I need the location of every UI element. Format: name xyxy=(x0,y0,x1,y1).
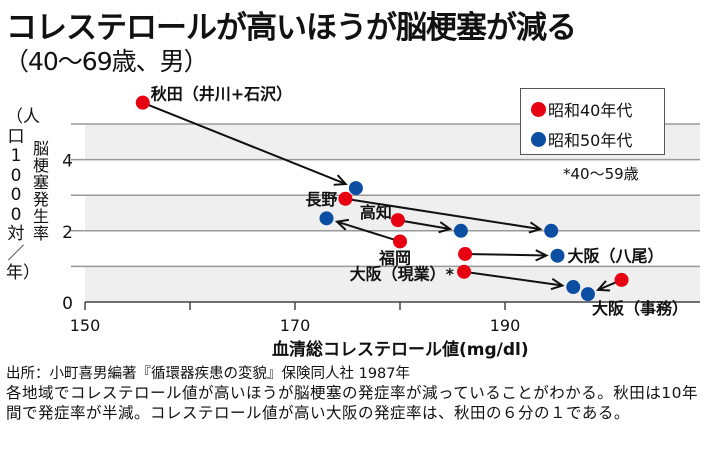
arrow-head-icon xyxy=(595,280,611,292)
arrow-line xyxy=(397,219,451,230)
arrow-head-icon xyxy=(438,221,453,234)
point-label: 高知 xyxy=(360,203,392,222)
legend-item-s40: 昭和40年代 xyxy=(531,97,632,121)
point-label: 大阪（事務） xyxy=(592,299,688,318)
data-point-s50 xyxy=(580,287,595,302)
point-label: 福岡 xyxy=(378,248,411,267)
x-axis-label-text: 血清総コレステロール値(mg/dl) xyxy=(272,340,529,360)
arrows xyxy=(142,101,622,292)
point-label: 大阪（現業）* xyxy=(350,265,455,284)
legend-blue-dot-icon xyxy=(531,131,546,147)
arrow-line xyxy=(345,197,541,231)
axes: 150 170 190 0 2 4 xyxy=(62,152,700,335)
data-point-s50 xyxy=(566,280,581,295)
arrow-head-icon xyxy=(550,278,565,291)
chart-subtitle: （40〜69歳、男） xyxy=(4,47,209,76)
arrow-head-icon xyxy=(528,221,543,234)
chart-title: コレステロールが高いほうが脳梗塞が減る xyxy=(6,10,577,46)
point-label: 秋田（井川+石沢） xyxy=(151,85,292,104)
age-annotation: *40〜59歳 xyxy=(563,165,639,183)
data-point-s50 xyxy=(544,223,559,238)
data-point-s40 xyxy=(390,213,405,228)
legend-label: 昭和50年代 xyxy=(548,131,633,150)
arrow-head-icon xyxy=(333,174,348,186)
x-tick-label: 170 xyxy=(280,316,311,335)
data-point-s40 xyxy=(457,264,472,279)
data-point-s40 xyxy=(338,191,353,206)
y-axis-label: 脳梗塞発生率 xyxy=(32,139,49,243)
y-tick-label: 0 xyxy=(62,294,73,314)
point-label: 長野 xyxy=(305,190,337,209)
data-point-s50 xyxy=(348,181,363,196)
point-label: 大阪（八尾） xyxy=(568,247,664,266)
legend-label: 昭和40年代 xyxy=(548,101,633,120)
x-axis-label: 血清総コレステロール値(mg/dl) xyxy=(272,335,529,360)
grid-band xyxy=(85,266,700,302)
y-tick-label: 4 xyxy=(62,152,73,172)
arrow-line xyxy=(463,270,563,287)
arrow-line xyxy=(465,252,547,257)
data-point-s50 xyxy=(319,211,334,226)
arrow-line xyxy=(142,101,347,185)
data-point-s50 xyxy=(550,248,565,263)
gridlines xyxy=(71,123,700,268)
source-note: 出所：小町喜男編著『循環器疾患の変貌』保険同人社 1987年 xyxy=(6,366,411,382)
y-axis-unit-label: （人口1000対／年） xyxy=(6,107,40,283)
arrow-head-icon xyxy=(334,218,350,231)
legend-item-s50: 昭和50年代 xyxy=(531,127,632,151)
grid-band xyxy=(85,195,700,231)
data-point-s40 xyxy=(393,234,407,249)
arrow-line xyxy=(336,220,401,243)
data-point-s40 xyxy=(135,95,150,110)
data-point-s50 xyxy=(453,223,468,238)
y-tick-label: 2 xyxy=(62,223,73,243)
legend-red-dot-icon xyxy=(531,101,546,117)
legend: 昭和40年代 昭和50年代 xyxy=(520,88,665,155)
x-tick-label: 190 xyxy=(490,316,521,335)
description: 各地域でコレステロール値が高いほうが脳梗塞の発症率が減っていることがわかる。秋田… xyxy=(6,384,698,422)
x-tick-label: 150 xyxy=(70,316,101,335)
arrow-head-icon xyxy=(535,249,549,262)
data-point-s40 xyxy=(458,246,473,261)
data-point-s40 xyxy=(614,272,629,287)
data-points xyxy=(135,95,629,302)
